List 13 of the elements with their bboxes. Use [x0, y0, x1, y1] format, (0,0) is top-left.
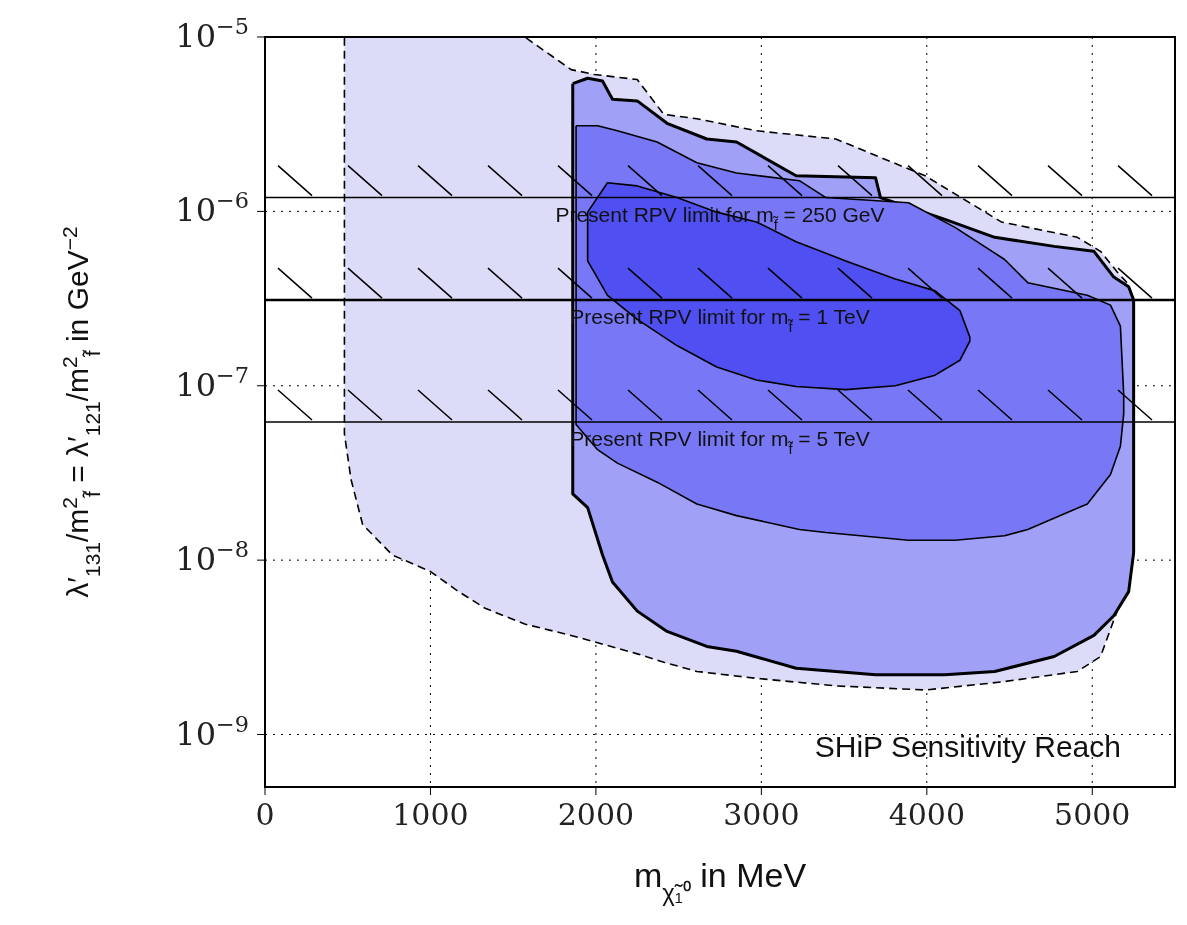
x-tick-label: 1000: [392, 797, 469, 832]
annotation: SHiP Sensitivity Reach: [814, 730, 1121, 764]
y-tick-label: 10$^{−6}$: [175, 187, 249, 230]
x-tick-label: 5000: [1054, 797, 1131, 832]
y-tick-label: 10$^{−9}$: [175, 710, 249, 753]
y-tick-label: 10$^{−5}$: [175, 13, 249, 55]
y-tick-label: 10$^{−8}$: [175, 536, 249, 579]
x-tick-label: 2000: [557, 797, 635, 832]
x-tick-label: 3000: [723, 797, 800, 832]
y-tick-label: 10$^{−7}$: [175, 361, 249, 404]
x-tick-label: 0: [255, 797, 275, 832]
x-tick-label: 4000: [888, 797, 965, 832]
x-axis-title: m$_{χ̃₁⁰}$ in MeV: [633, 856, 807, 906]
